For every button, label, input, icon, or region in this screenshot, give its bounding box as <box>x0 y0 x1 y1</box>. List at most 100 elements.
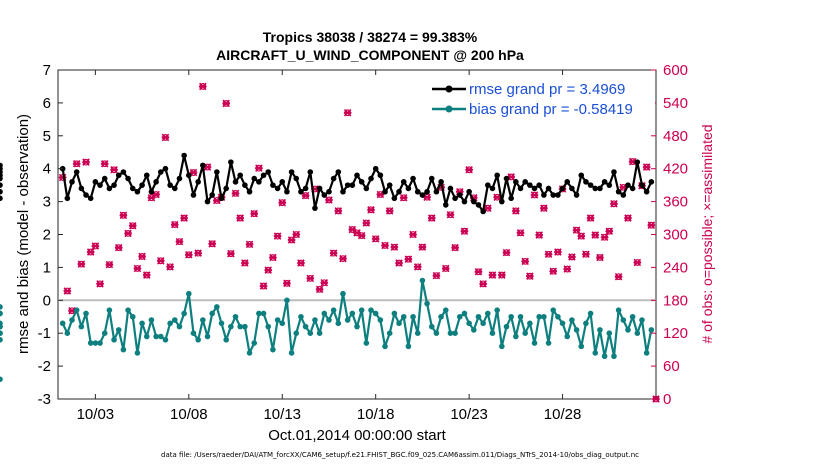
bias-data-point <box>106 307 113 313</box>
rmse-data-point <box>442 202 449 208</box>
x-tick-label: 10/03 <box>77 406 115 423</box>
bias-data-point <box>218 320 225 327</box>
rmse-data-point <box>391 195 398 202</box>
bias-data-point <box>391 310 398 317</box>
obs-count-point <box>287 236 296 244</box>
bias-data-point <box>251 340 258 346</box>
obs-assimilated-marker <box>128 221 137 230</box>
bias-data-point <box>372 310 379 317</box>
obs-assimilated-marker <box>399 193 408 202</box>
y-right-tick-label: 240 <box>663 259 688 276</box>
rmse-data-point <box>209 192 215 198</box>
rmse-data-point <box>480 208 486 215</box>
rmse-data-point <box>368 175 374 182</box>
obs-assimilated-marker <box>624 214 632 222</box>
obs-count-point <box>236 214 245 222</box>
obs-assimilated-marker <box>199 82 207 91</box>
obs-assimilated-marker <box>208 240 216 248</box>
obs-assimilated-marker <box>194 249 202 257</box>
rmse-data-point <box>260 172 267 179</box>
rmse-data-point <box>573 192 580 198</box>
bias-data-point <box>0 376 3 383</box>
rmse-data-point <box>242 182 248 188</box>
obs-count-point <box>535 231 544 239</box>
bias-data-point <box>414 330 421 337</box>
rmse-data-point <box>176 175 183 182</box>
obs-assimilated-marker <box>91 242 100 250</box>
bias-data-point <box>214 304 220 310</box>
rmse-data-point <box>186 172 192 179</box>
obs-assimilated-marker <box>269 253 277 262</box>
obs-count-point <box>269 253 277 262</box>
obs-count-point <box>63 287 72 295</box>
obs-count-point <box>185 251 193 259</box>
bias-data-point <box>629 313 636 320</box>
rmse-data-point <box>0 175 3 182</box>
bias-data-point <box>578 343 585 350</box>
obs-count-point <box>273 232 282 240</box>
obs-count-point <box>301 191 310 200</box>
y-right-tick-label: 180 <box>663 292 688 309</box>
obs-assimilated-marker <box>142 271 151 279</box>
rmse-data-point <box>428 175 435 182</box>
rmse-data-point <box>508 195 514 202</box>
obs-count-point <box>413 263 422 271</box>
rmse-data-point <box>592 185 599 192</box>
obs-count-point <box>474 268 483 276</box>
obs-count-point <box>241 259 249 267</box>
obs-count-point <box>385 207 394 215</box>
obs-count-point <box>208 240 216 248</box>
y-tick-label: 7 <box>43 62 51 79</box>
obs-assimilated-marker <box>591 231 600 239</box>
plot-area <box>57 69 657 400</box>
obs-count-point <box>124 229 132 238</box>
obs-assimilated-marker <box>614 272 623 281</box>
obs-count-point <box>586 214 595 222</box>
bias-data-point <box>302 323 309 330</box>
obs-assimilated-marker <box>418 243 427 251</box>
obs-assimilated-marker <box>493 193 501 201</box>
bias-data-point <box>0 304 3 310</box>
rmse-data-point <box>489 185 496 192</box>
obs-assimilated-marker <box>502 248 511 257</box>
bias-data-point <box>377 317 384 323</box>
obs-assimilated-marker <box>563 265 572 273</box>
rmse-data-point <box>83 192 89 198</box>
bias-data-point <box>167 320 173 327</box>
rmse-data-point <box>648 179 655 185</box>
obs-count-point <box>526 272 534 280</box>
bias-data-point <box>382 343 388 350</box>
obs-count-point <box>100 159 109 168</box>
bias-data-point <box>232 313 239 320</box>
rmse-data-point <box>438 179 444 185</box>
obs-assimilated-marker <box>119 211 128 220</box>
bias-data-point <box>256 310 262 317</box>
obs-assimilated-marker <box>460 227 469 235</box>
rmse-data-point <box>326 188 332 195</box>
obs-count-point <box>77 260 86 268</box>
obs-assimilated-marker <box>535 231 544 239</box>
obs-count-point <box>86 248 95 256</box>
bias-data-point <box>615 307 622 313</box>
obs-assimilated-marker <box>512 207 520 215</box>
bias-data-point <box>316 330 323 337</box>
bias-data-point <box>73 307 80 313</box>
obs-assimilated-marker <box>227 249 235 258</box>
rmse-data-point <box>634 159 641 165</box>
obs-count-point <box>371 235 380 243</box>
rmse-data-point <box>475 202 482 208</box>
bias-data-point <box>200 317 206 323</box>
obs-assimilated-marker <box>292 230 301 239</box>
bias-data-point <box>545 340 552 346</box>
bias-data-point <box>625 327 631 333</box>
obs-assimilated-marker <box>605 227 614 235</box>
bias-data-point <box>326 317 332 323</box>
rmse-data-point <box>307 169 314 175</box>
obs-count-point <box>343 109 352 117</box>
obs-count-point <box>255 164 263 172</box>
bias-data-point <box>270 346 276 353</box>
obs-count-point <box>72 159 81 168</box>
obs-count-point <box>306 274 315 283</box>
bias-data-point <box>111 336 117 343</box>
rmse-data-point <box>288 169 295 175</box>
